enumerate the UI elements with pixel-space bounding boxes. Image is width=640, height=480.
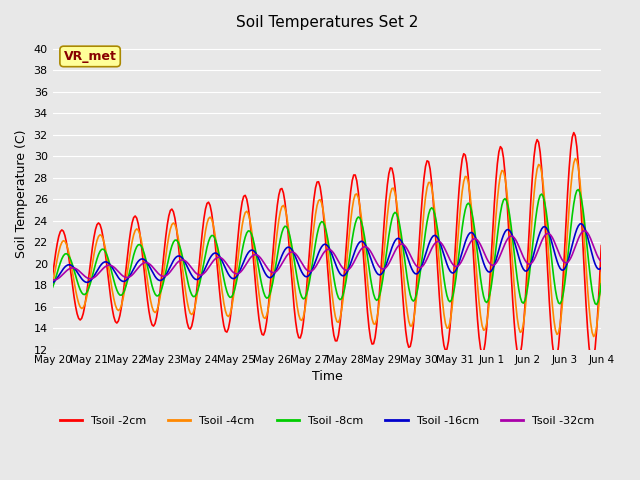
Tsoil -32cm bbox=[580, 228, 588, 234]
Tsoil -32cm bbox=[214, 254, 221, 260]
Title: Soil Temperatures Set 2: Soil Temperatures Set 2 bbox=[236, 15, 418, 30]
Tsoil -16cm bbox=[567, 248, 575, 254]
Legend: Tsoil -2cm, Tsoil -4cm, Tsoil -8cm, Tsoil -16cm, Tsoil -32cm: Tsoil -2cm, Tsoil -4cm, Tsoil -8cm, Tsoi… bbox=[55, 411, 598, 431]
Tsoil -4cm bbox=[230, 286, 238, 292]
Tsoil -32cm bbox=[597, 258, 605, 264]
Tsoil -16cm bbox=[577, 221, 585, 227]
Tsoil -4cm bbox=[567, 185, 575, 191]
Tsoil -4cm bbox=[49, 281, 56, 287]
Tsoil -32cm bbox=[51, 277, 58, 283]
Line: Tsoil -16cm: Tsoil -16cm bbox=[52, 224, 601, 283]
Tsoil -2cm bbox=[116, 312, 124, 318]
Tsoil -2cm bbox=[240, 193, 248, 199]
Tsoil -4cm bbox=[289, 264, 296, 269]
Tsoil -2cm bbox=[588, 360, 596, 366]
Tsoil -8cm bbox=[597, 281, 605, 287]
Tsoil -2cm bbox=[230, 274, 238, 280]
Tsoil -8cm bbox=[49, 284, 56, 290]
Line: Tsoil -4cm: Tsoil -4cm bbox=[52, 158, 601, 336]
Tsoil -4cm bbox=[240, 215, 248, 220]
Tsoil -32cm bbox=[232, 271, 240, 276]
Tsoil -8cm bbox=[567, 226, 575, 231]
X-axis label: Time: Time bbox=[312, 371, 342, 384]
Tsoil -4cm bbox=[572, 156, 579, 161]
Tsoil -2cm bbox=[289, 287, 296, 293]
Tsoil -4cm bbox=[597, 270, 605, 276]
Tsoil -2cm bbox=[212, 251, 220, 257]
Tsoil -4cm bbox=[590, 334, 598, 339]
Tsoil -4cm bbox=[116, 306, 124, 312]
Y-axis label: Soil Temperature (C): Soil Temperature (C) bbox=[15, 130, 28, 258]
Tsoil -16cm bbox=[230, 276, 238, 281]
Tsoil -32cm bbox=[291, 250, 298, 255]
Tsoil -8cm bbox=[593, 301, 600, 307]
Tsoil -4cm bbox=[212, 240, 220, 246]
Text: VR_met: VR_met bbox=[63, 50, 116, 63]
Tsoil -16cm bbox=[597, 265, 605, 271]
Tsoil -2cm bbox=[597, 243, 605, 249]
Tsoil -32cm bbox=[49, 277, 56, 283]
Tsoil -16cm bbox=[212, 250, 220, 256]
Tsoil -8cm bbox=[116, 292, 124, 298]
Tsoil -16cm bbox=[116, 276, 124, 282]
Tsoil -2cm bbox=[567, 146, 575, 152]
Tsoil -32cm bbox=[118, 272, 125, 277]
Tsoil -8cm bbox=[289, 247, 296, 253]
Tsoil -2cm bbox=[49, 272, 56, 277]
Tsoil -16cm bbox=[49, 280, 56, 286]
Tsoil -32cm bbox=[241, 263, 249, 269]
Tsoil -8cm bbox=[212, 239, 220, 245]
Tsoil -2cm bbox=[570, 130, 578, 135]
Line: Tsoil -8cm: Tsoil -8cm bbox=[52, 190, 601, 304]
Tsoil -8cm bbox=[240, 240, 248, 246]
Line: Tsoil -2cm: Tsoil -2cm bbox=[52, 132, 601, 363]
Tsoil -8cm bbox=[230, 287, 238, 293]
Tsoil -16cm bbox=[240, 259, 248, 264]
Tsoil -8cm bbox=[575, 187, 582, 192]
Tsoil -16cm bbox=[289, 248, 296, 254]
Line: Tsoil -32cm: Tsoil -32cm bbox=[52, 231, 601, 280]
Tsoil -32cm bbox=[568, 252, 576, 258]
